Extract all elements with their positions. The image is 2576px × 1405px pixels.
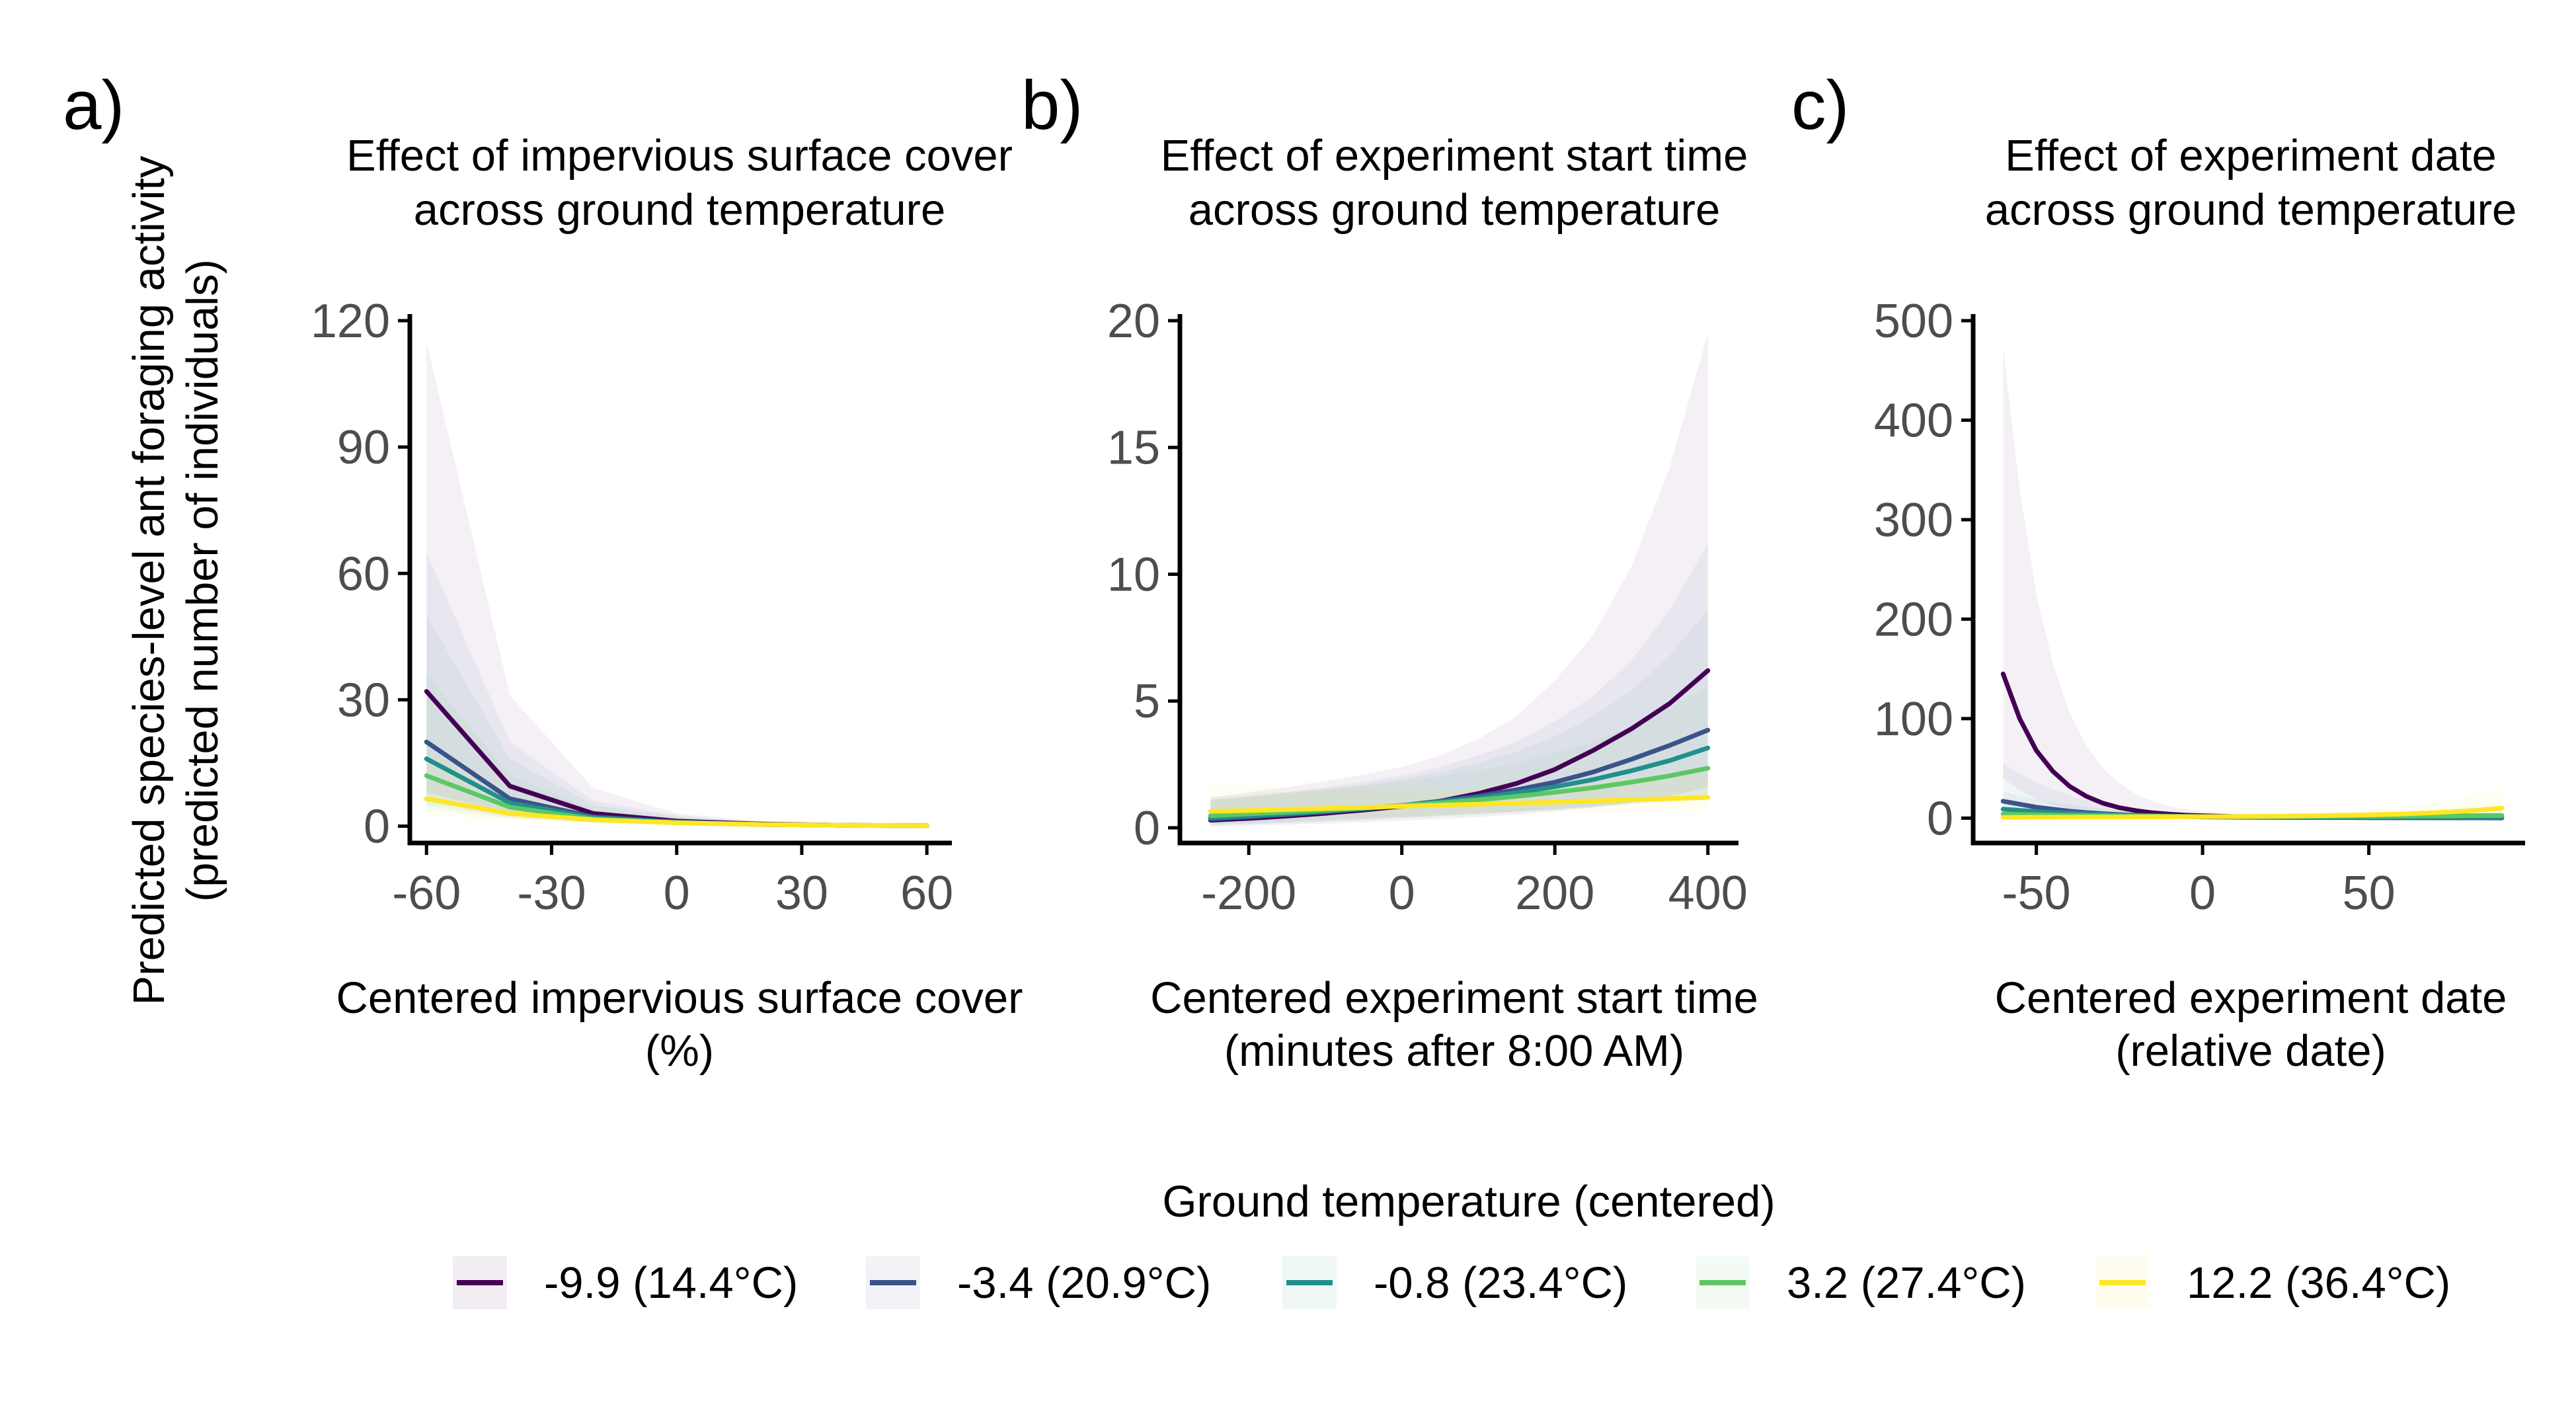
x-tick-label: 30 xyxy=(775,867,828,920)
y-tick-label: 0 xyxy=(1134,802,1160,855)
legend: Ground temperature (centered) -9.9 (14.4… xyxy=(453,1177,2450,1309)
panel-title-line: across ground temperature xyxy=(1189,185,1720,235)
confidence-band xyxy=(426,552,927,826)
x-axis-label-line: (relative date) xyxy=(2115,1026,2386,1076)
y-axis-label-line-2: (predicted number of individuals) xyxy=(178,259,227,902)
x-tick-label: 200 xyxy=(1515,867,1594,920)
confidence-band xyxy=(2003,345,2502,819)
y-tick-label: 60 xyxy=(337,547,390,600)
x-axis-label-line: (minutes after 8:00 AM) xyxy=(1224,1026,1684,1076)
legend-label: -0.8 (23.4°C) xyxy=(1374,1258,1627,1308)
legend-label: 12.2 (36.4°C) xyxy=(2187,1258,2450,1308)
y-tick-label: 0 xyxy=(1927,792,1953,845)
legend-item: -9.9 (14.4°C) xyxy=(453,1256,798,1309)
legend-label: -9.9 (14.4°C) xyxy=(544,1258,798,1308)
y-tick-label: 200 xyxy=(1874,593,1953,646)
panel-a: a) Effect of impervious surface coveracro… xyxy=(63,67,1023,1076)
panel-title-line: across ground temperature xyxy=(1985,185,2517,235)
panel-b: b) Effect of experiment start timeacross … xyxy=(1021,67,1758,1076)
y-tick-label: 10 xyxy=(1107,548,1160,601)
x-tick-label: 0 xyxy=(664,867,690,920)
x-tick-label: -30 xyxy=(517,867,586,920)
y-axis-label: Predicted species-level ant foraging act… xyxy=(124,155,227,1005)
legend-item: 12.2 (36.4°C) xyxy=(2095,1256,2450,1309)
x-tick-label: -200 xyxy=(1201,867,1296,920)
axis-lines xyxy=(407,314,952,846)
x-tick-label: 60 xyxy=(900,867,953,920)
confidence-band xyxy=(426,616,927,826)
x-tick-label: 0 xyxy=(1389,867,1415,920)
y-tick-label: 0 xyxy=(364,801,390,854)
series-line xyxy=(424,796,929,828)
x-axis-label-line: Centered experiment start time xyxy=(1150,973,1758,1023)
series-line xyxy=(1208,795,1711,814)
legend-title: Ground temperature (centered) xyxy=(1162,1177,1775,1226)
y-tick-label: 5 xyxy=(1134,675,1160,728)
confidence-band xyxy=(1210,333,1708,827)
confidence-band xyxy=(2003,788,2502,819)
y-tick-label: 400 xyxy=(1874,394,1953,447)
x-axis-label-line: Centered impervious surface cover xyxy=(336,973,1023,1023)
series-line xyxy=(1208,766,1711,819)
y-tick-label: 300 xyxy=(1874,494,1953,547)
y-tick-label: 120 xyxy=(311,295,390,348)
panel-title-line: across ground temperature xyxy=(414,185,945,235)
confidence-band xyxy=(1210,610,1708,824)
legend-items: -9.9 (14.4°C) -3.4 (20.9°C) -0.8 (23.4°C) 3… xyxy=(453,1256,2450,1309)
x-axis-label-line: Centered experiment date xyxy=(1995,973,2507,1023)
legend-item: 3.2 (27.4°C) xyxy=(1696,1256,2026,1309)
panel-title-line: Effect of experiment start time xyxy=(1161,131,1748,181)
y-axis-label-line-1: Predicted species-level ant foraging act… xyxy=(124,155,174,1005)
legend-item: -0.8 (23.4°C) xyxy=(1282,1256,1627,1309)
y-tick-label: 90 xyxy=(337,421,390,474)
x-axis-label-line: (%) xyxy=(645,1026,714,1076)
y-tick-label: 30 xyxy=(337,674,390,727)
x-tick-label: 0 xyxy=(2189,867,2216,920)
legend-item: -3.4 (20.9°C) xyxy=(866,1256,1211,1309)
y-tick-label: 20 xyxy=(1107,295,1160,348)
legend-label: 3.2 (27.4°C) xyxy=(1787,1258,2026,1308)
series-line xyxy=(2000,805,2505,820)
axis-lines xyxy=(1177,314,1738,846)
panel-title-line: Effect of impervious surface cover xyxy=(346,131,1013,181)
panel-title-line: Effect of experiment date xyxy=(2005,131,2497,181)
x-tick-label: 50 xyxy=(2343,867,2396,920)
x-tick-label: -60 xyxy=(392,867,461,920)
panel-letter: c) xyxy=(1791,67,1849,144)
axis-lines xyxy=(1971,314,2525,846)
x-tick-label: 400 xyxy=(1668,867,1748,920)
x-tick-label: -50 xyxy=(2002,867,2071,920)
panel-letter: b) xyxy=(1021,67,1083,144)
y-tick-label: 100 xyxy=(1874,693,1953,746)
y-tick-label: 15 xyxy=(1107,422,1160,475)
confidence-band xyxy=(426,674,927,826)
y-tick-label: 500 xyxy=(1874,295,1953,348)
panel-letter: a) xyxy=(63,67,124,144)
legend-label: -3.4 (20.9°C) xyxy=(957,1258,1211,1308)
